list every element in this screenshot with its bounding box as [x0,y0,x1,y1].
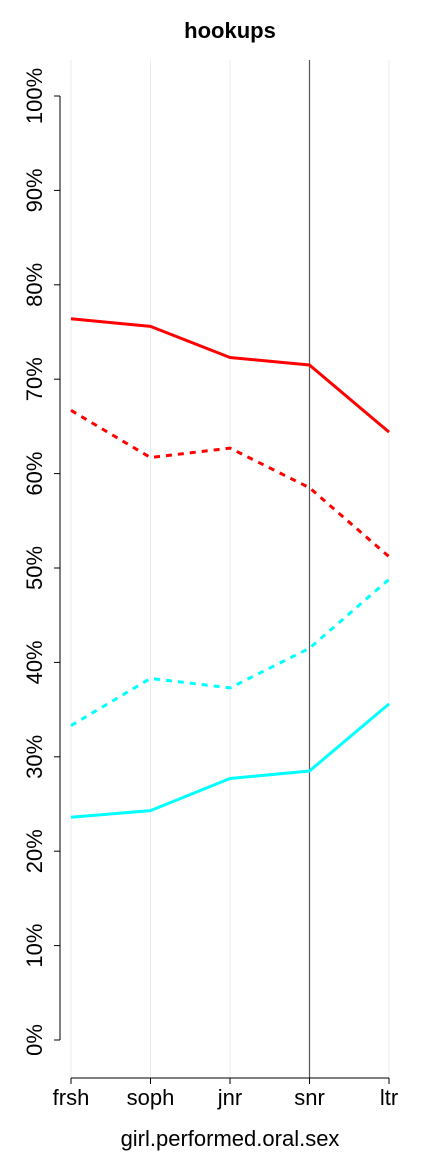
grid-layer [70,60,390,1078]
y-tick-label: 0% [22,1024,47,1056]
chart-title: hookups [184,18,276,43]
x-tick-label-frsh: frsh [53,1085,90,1110]
x-tick-label-jnr: jnr [217,1085,242,1110]
x-axis-label: girl.performed.oral.sex [121,1126,340,1151]
y-tick-label: 50% [22,546,47,590]
y-tick-label: 60% [22,452,47,496]
series-layer [70,317,390,819]
x-tick-label-ltr: ltr [380,1085,398,1110]
y-tick-label: 20% [22,829,47,873]
series-line-1-solid [70,317,390,434]
y-tick-label: 100% [22,68,47,124]
y-tick-label: 10% [22,924,47,968]
tick-layer: 0% 10% 20% 30% 40% 50% 60% 70% 80% 90% 100% frsh sop… [22,68,398,1110]
x-tick-label-snr: snr [294,1085,325,1110]
y-tick-label: 40% [22,640,47,684]
series-line-4-solid [70,702,390,819]
series-line-3-dashed [70,578,390,727]
y-tick-label: 90% [22,168,47,212]
y-tick-label: 30% [22,735,47,779]
x-tick-label-soph: soph [127,1085,175,1110]
series-line-2-dashed [70,409,390,558]
axis-layer [54,95,390,1084]
y-tick-label: 80% [22,263,47,307]
y-tick-label: 70% [22,357,47,401]
